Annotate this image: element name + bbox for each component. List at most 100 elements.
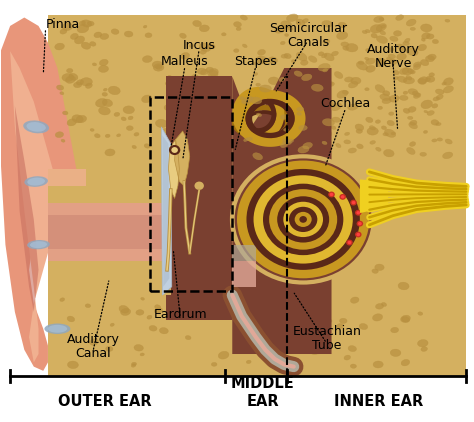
Ellipse shape — [219, 121, 225, 125]
Ellipse shape — [81, 78, 92, 86]
Polygon shape — [48, 16, 466, 169]
Ellipse shape — [418, 340, 428, 347]
Ellipse shape — [180, 33, 186, 38]
Ellipse shape — [411, 70, 415, 74]
Ellipse shape — [410, 120, 417, 125]
Polygon shape — [232, 87, 284, 142]
Polygon shape — [235, 90, 306, 147]
Ellipse shape — [334, 72, 343, 78]
Ellipse shape — [391, 327, 399, 333]
Ellipse shape — [375, 59, 385, 67]
Ellipse shape — [443, 86, 454, 93]
Ellipse shape — [144, 281, 153, 287]
Text: INNER EAR: INNER EAR — [334, 394, 423, 408]
Ellipse shape — [288, 139, 293, 143]
Ellipse shape — [338, 22, 346, 28]
Ellipse shape — [164, 104, 173, 111]
Ellipse shape — [421, 347, 428, 352]
Ellipse shape — [98, 270, 109, 277]
Ellipse shape — [102, 92, 108, 96]
Text: Eardrum: Eardrum — [154, 308, 207, 321]
Ellipse shape — [337, 32, 348, 40]
Ellipse shape — [407, 69, 414, 73]
Ellipse shape — [375, 303, 383, 309]
Ellipse shape — [404, 38, 410, 43]
Ellipse shape — [428, 54, 436, 60]
Ellipse shape — [280, 41, 285, 45]
Ellipse shape — [337, 324, 344, 329]
Ellipse shape — [87, 21, 94, 26]
Ellipse shape — [403, 91, 408, 95]
Ellipse shape — [420, 152, 427, 156]
Polygon shape — [360, 179, 388, 213]
Circle shape — [347, 241, 351, 244]
Ellipse shape — [23, 120, 49, 133]
Ellipse shape — [336, 143, 341, 148]
Ellipse shape — [426, 76, 435, 82]
Ellipse shape — [193, 20, 201, 27]
Ellipse shape — [254, 73, 258, 76]
Ellipse shape — [413, 62, 421, 67]
Ellipse shape — [366, 65, 375, 72]
Circle shape — [356, 211, 360, 214]
Ellipse shape — [55, 132, 64, 138]
Ellipse shape — [302, 143, 312, 149]
Ellipse shape — [383, 133, 388, 136]
Ellipse shape — [193, 113, 204, 121]
Ellipse shape — [208, 273, 218, 280]
Ellipse shape — [299, 125, 307, 130]
Ellipse shape — [383, 91, 390, 96]
Ellipse shape — [317, 131, 322, 135]
Ellipse shape — [253, 153, 263, 160]
Ellipse shape — [62, 73, 73, 81]
Ellipse shape — [443, 152, 453, 159]
Ellipse shape — [76, 115, 87, 123]
Ellipse shape — [240, 15, 247, 20]
Ellipse shape — [67, 316, 74, 322]
Ellipse shape — [73, 82, 82, 88]
Ellipse shape — [240, 305, 245, 308]
Ellipse shape — [60, 298, 64, 301]
Ellipse shape — [256, 56, 268, 64]
Polygon shape — [232, 245, 256, 262]
Ellipse shape — [365, 88, 369, 91]
Ellipse shape — [345, 77, 353, 82]
Ellipse shape — [432, 104, 438, 108]
Ellipse shape — [322, 119, 335, 126]
Ellipse shape — [253, 272, 259, 276]
Polygon shape — [48, 203, 171, 262]
Ellipse shape — [350, 364, 356, 368]
Ellipse shape — [174, 109, 184, 116]
Ellipse shape — [356, 129, 363, 133]
Ellipse shape — [313, 78, 318, 81]
Text: MIDDLE
EAR: MIDDLE EAR — [231, 376, 295, 408]
Polygon shape — [48, 169, 171, 203]
Circle shape — [328, 192, 335, 197]
Ellipse shape — [281, 141, 292, 150]
Ellipse shape — [318, 63, 330, 71]
Circle shape — [355, 232, 362, 238]
Ellipse shape — [327, 81, 333, 85]
Ellipse shape — [432, 39, 438, 43]
Ellipse shape — [30, 241, 47, 248]
Ellipse shape — [140, 353, 144, 356]
Polygon shape — [0, 18, 76, 371]
Ellipse shape — [165, 81, 170, 85]
Ellipse shape — [67, 119, 76, 126]
Ellipse shape — [310, 333, 319, 341]
Ellipse shape — [124, 31, 133, 37]
Ellipse shape — [356, 144, 363, 149]
Ellipse shape — [162, 268, 171, 274]
Ellipse shape — [345, 132, 350, 135]
Ellipse shape — [143, 25, 147, 28]
Ellipse shape — [376, 36, 388, 43]
Ellipse shape — [105, 149, 115, 156]
Ellipse shape — [372, 269, 378, 273]
Text: Auditory
Nerve: Auditory Nerve — [366, 43, 419, 70]
Ellipse shape — [191, 75, 199, 79]
Ellipse shape — [421, 100, 432, 109]
Ellipse shape — [344, 355, 351, 360]
Ellipse shape — [262, 315, 270, 322]
Ellipse shape — [102, 99, 112, 107]
Ellipse shape — [94, 134, 100, 138]
